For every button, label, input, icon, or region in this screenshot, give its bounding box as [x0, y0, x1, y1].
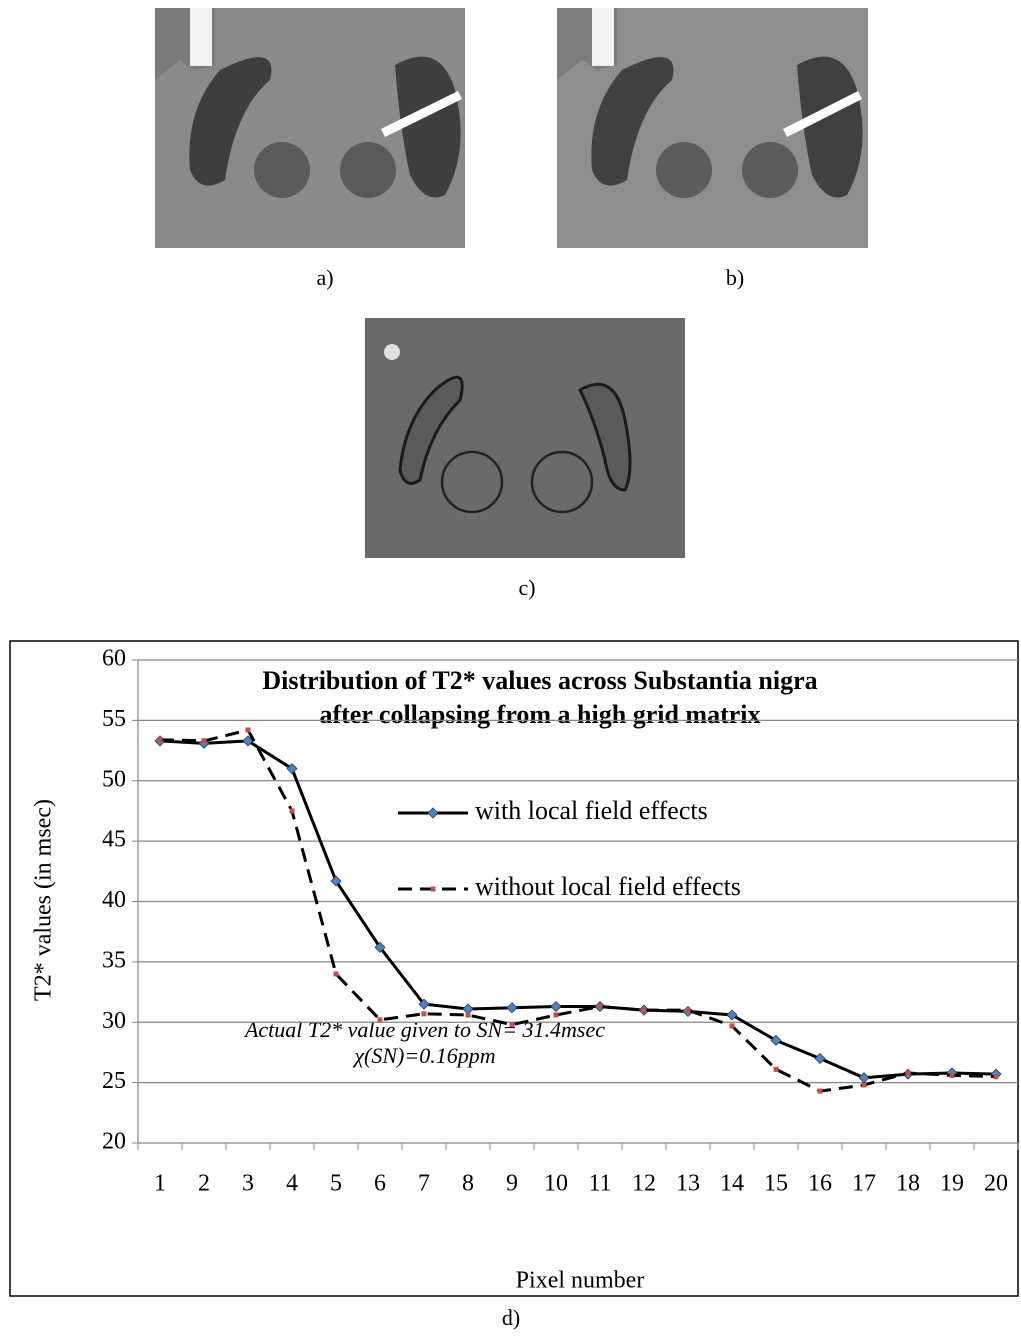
point — [905, 1070, 911, 1076]
annotation: χ(SN)=0.16ppm — [352, 1043, 495, 1068]
panel-label: d) — [502, 1305, 520, 1330]
point — [465, 1012, 471, 1018]
point — [861, 1082, 867, 1088]
x-tick-label: 15 — [764, 1171, 788, 1197]
point — [201, 738, 207, 744]
x-tick-label: 20 — [984, 1171, 1008, 1197]
point — [157, 737, 163, 743]
y-tick-label: 25 — [102, 1068, 126, 1094]
point — [421, 1011, 427, 1017]
x-tick-label: 18 — [896, 1171, 920, 1197]
y-tick-label: 55 — [102, 706, 126, 732]
series-line — [159, 739, 997, 1080]
image-b — [557, 8, 868, 248]
y-tick-label: 30 — [102, 1008, 126, 1034]
x-tick-label: 13 — [676, 1171, 700, 1197]
panel-label: c) — [518, 575, 535, 600]
chart-title: after collapsing from a high grid matrix — [319, 700, 760, 729]
point — [286, 763, 298, 775]
point — [814, 1052, 826, 1065]
chart-title: Distribution of T2* values across Substa… — [262, 666, 817, 695]
point — [550, 1000, 562, 1013]
x-tick-label: 8 — [462, 1171, 474, 1197]
x-tick-label: 4 — [286, 1171, 298, 1197]
x-tick-label: 14 — [720, 1171, 744, 1197]
x-tick-label: 17 — [852, 1171, 876, 1197]
point — [330, 875, 342, 887]
x-tick-label: 6 — [374, 1171, 386, 1197]
point — [641, 1007, 647, 1013]
x-tick-label: 3 — [242, 1171, 254, 1197]
point — [993, 1074, 999, 1080]
x-tick-label: 11 — [588, 1171, 611, 1197]
x-tick-label: 1 — [154, 1171, 166, 1197]
panel-label: b) — [726, 265, 744, 290]
point — [770, 1034, 782, 1046]
chart-frame — [9, 640, 1019, 1297]
point — [726, 1009, 738, 1021]
point — [773, 1066, 779, 1072]
point — [333, 971, 339, 977]
point — [418, 998, 430, 1010]
point — [597, 1004, 603, 1010]
x-tick-label: 16 — [808, 1171, 832, 1197]
point — [729, 1023, 735, 1029]
x-tick-label: 19 — [940, 1171, 964, 1197]
y-tick-label: 60 — [102, 646, 126, 672]
x-tick-label: 2 — [198, 1171, 210, 1197]
point — [377, 1017, 383, 1023]
legend-marker — [430, 886, 436, 892]
point — [509, 1022, 515, 1028]
image-c — [365, 318, 685, 558]
point — [374, 941, 386, 953]
panel-label: a) — [316, 265, 333, 290]
x-axis-label: Pixel number — [516, 1268, 645, 1294]
y-axis-label: T2* values (in msec) — [31, 799, 57, 1001]
legend-label: with local field effects — [475, 796, 708, 825]
image-a — [155, 8, 465, 248]
point — [685, 1007, 691, 1013]
x-tick-label: 12 — [632, 1171, 656, 1197]
x-tick-label: 9 — [506, 1171, 518, 1197]
point — [245, 727, 251, 733]
series-line — [159, 728, 997, 1093]
point — [817, 1088, 823, 1094]
point — [553, 1012, 559, 1018]
y-tick-label: 20 — [102, 1129, 126, 1155]
annotation: Actual T2* value given to SN= 31.4msec — [243, 1017, 605, 1042]
y-tick-label: 50 — [102, 766, 126, 792]
y-tick-label: 40 — [102, 887, 126, 913]
point — [949, 1072, 955, 1078]
point — [289, 808, 295, 814]
legend-marker — [427, 807, 439, 819]
x-tick-label: 10 — [544, 1171, 568, 1197]
y-tick-label: 35 — [102, 947, 126, 973]
y-tick-label: 45 — [102, 827, 126, 853]
x-tick-label: 5 — [330, 1171, 342, 1197]
point — [506, 1002, 518, 1014]
x-tick-label: 7 — [418, 1171, 430, 1197]
legend-label: without local field effects — [475, 872, 741, 901]
